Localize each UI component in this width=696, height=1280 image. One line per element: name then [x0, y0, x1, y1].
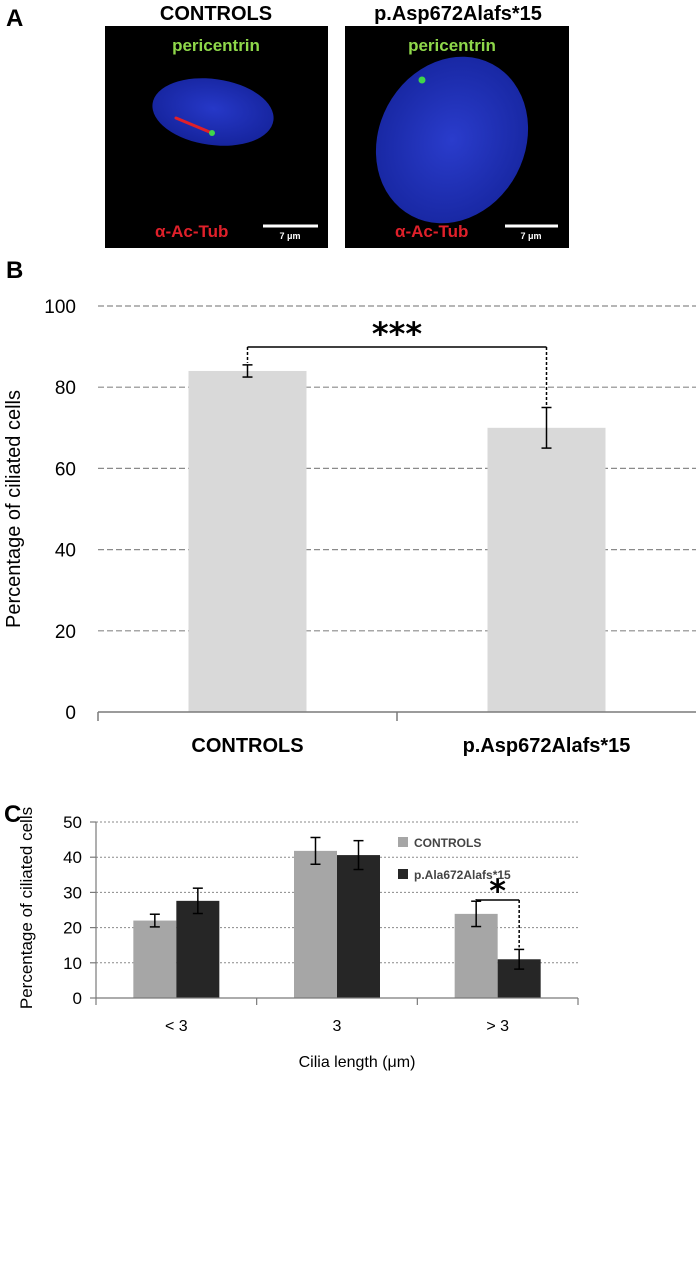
chart-b: 0 20 40 60 80 100 CONTROLS p.Asp672Alafs*15 Perc…: [3, 297, 696, 757]
y-tick-label: 30: [63, 883, 82, 902]
y-tick-label: 100: [44, 297, 76, 318]
chart-b-gridlines: [98, 305, 696, 632]
y-axis-label: Percentage of ciliated cells: [17, 807, 36, 1009]
y-tick-label: 80: [55, 378, 76, 399]
chart-c: 0 10 20 30 40 50 < 3 3 > 3 Cilia length (μm) Perce…: [17, 807, 579, 1071]
x-category-label: < 3: [165, 1018, 188, 1035]
scale-bar-label: 7 μm: [279, 231, 300, 241]
legend-swatch: [398, 869, 408, 879]
significance-label: ***: [372, 315, 422, 353]
chart-b-bars: [188, 364, 606, 712]
y-tick-label: 0: [65, 703, 76, 724]
nucleus-shape: [152, 78, 274, 146]
y-tick-label: 40: [63, 848, 82, 867]
x-category-label: > 3: [486, 1018, 509, 1035]
micrograph-title-controls: CONTROLS: [160, 3, 272, 25]
y-tick-label: 20: [63, 919, 82, 938]
y-tick-label: 40: [55, 541, 76, 562]
bar: [454, 913, 498, 998]
chart-c-bars: [133, 836, 541, 998]
x-axis-label: Cilia length (μm): [299, 1054, 416, 1071]
legend-swatch: [398, 837, 408, 847]
y-tick-label: 20: [55, 622, 76, 643]
significance-label: *: [489, 872, 506, 910]
ac-tub-label: α-Ac-Tub: [155, 222, 228, 241]
x-category-label: CONTROLS: [191, 735, 303, 757]
y-axis-label: Percentage of ciliated cells: [3, 390, 25, 628]
panel-label-c: C: [4, 801, 21, 828]
pericentrin-label: pericentrin: [408, 36, 496, 55]
significance-bracket: *: [475, 872, 520, 948]
y-tick-label: 10: [63, 954, 82, 973]
chart-c-legend: CONTROLS p.Ala672Alafs*15: [398, 836, 511, 882]
bar: [176, 900, 220, 998]
ac-tub-label: α-Ac-Tub: [395, 222, 468, 241]
bar: [133, 920, 177, 998]
y-tick-label: 60: [55, 459, 76, 480]
panel-label-b: B: [6, 257, 23, 284]
x-category-label: 3: [333, 1018, 342, 1035]
pericentrin-label: pericentrin: [172, 36, 260, 55]
x-category-label: p.Asp672Alafs*15: [463, 735, 631, 757]
nucleus-shape: [375, 56, 529, 224]
legend-label: p.Ala672Alafs*15: [414, 868, 511, 882]
cilium-shape: [174, 116, 214, 135]
chart-b-labels: 0 20 40 60 80 100 CONTROLS p.Asp672Alafs*15 Perc…: [3, 297, 630, 757]
bar: [337, 855, 380, 998]
significance-bracket: ***: [246, 315, 548, 406]
centrosome-dot: [418, 76, 426, 84]
centrosome-dot: [209, 130, 215, 136]
chart-c-axes: [90, 821, 579, 1005]
scale-bar-label: 7 μm: [520, 231, 541, 241]
chart-b-axes: [97, 711, 696, 721]
micrograph-controls: CONTROLS pericentrin α-Ac-Tub 7 μm: [105, 3, 328, 248]
bar: [487, 427, 606, 712]
legend-label: CONTROLS: [414, 836, 481, 850]
chart-c-labels: 0 10 20 30 40 50 < 3 3 > 3 Cilia length (μm) Perce…: [17, 807, 520, 1071]
y-tick-label: 0: [73, 989, 82, 1008]
y-tick-label: 50: [63, 813, 82, 832]
micrograph-title-mutant: p.Asp672Alafs*15: [374, 3, 542, 25]
bar: [294, 850, 337, 998]
panel-label-a: A: [6, 5, 23, 32]
micrograph-mutant: p.Asp672Alafs*15 pericentrin α-Ac-Tub 7 …: [345, 3, 569, 248]
bar: [188, 370, 307, 712]
